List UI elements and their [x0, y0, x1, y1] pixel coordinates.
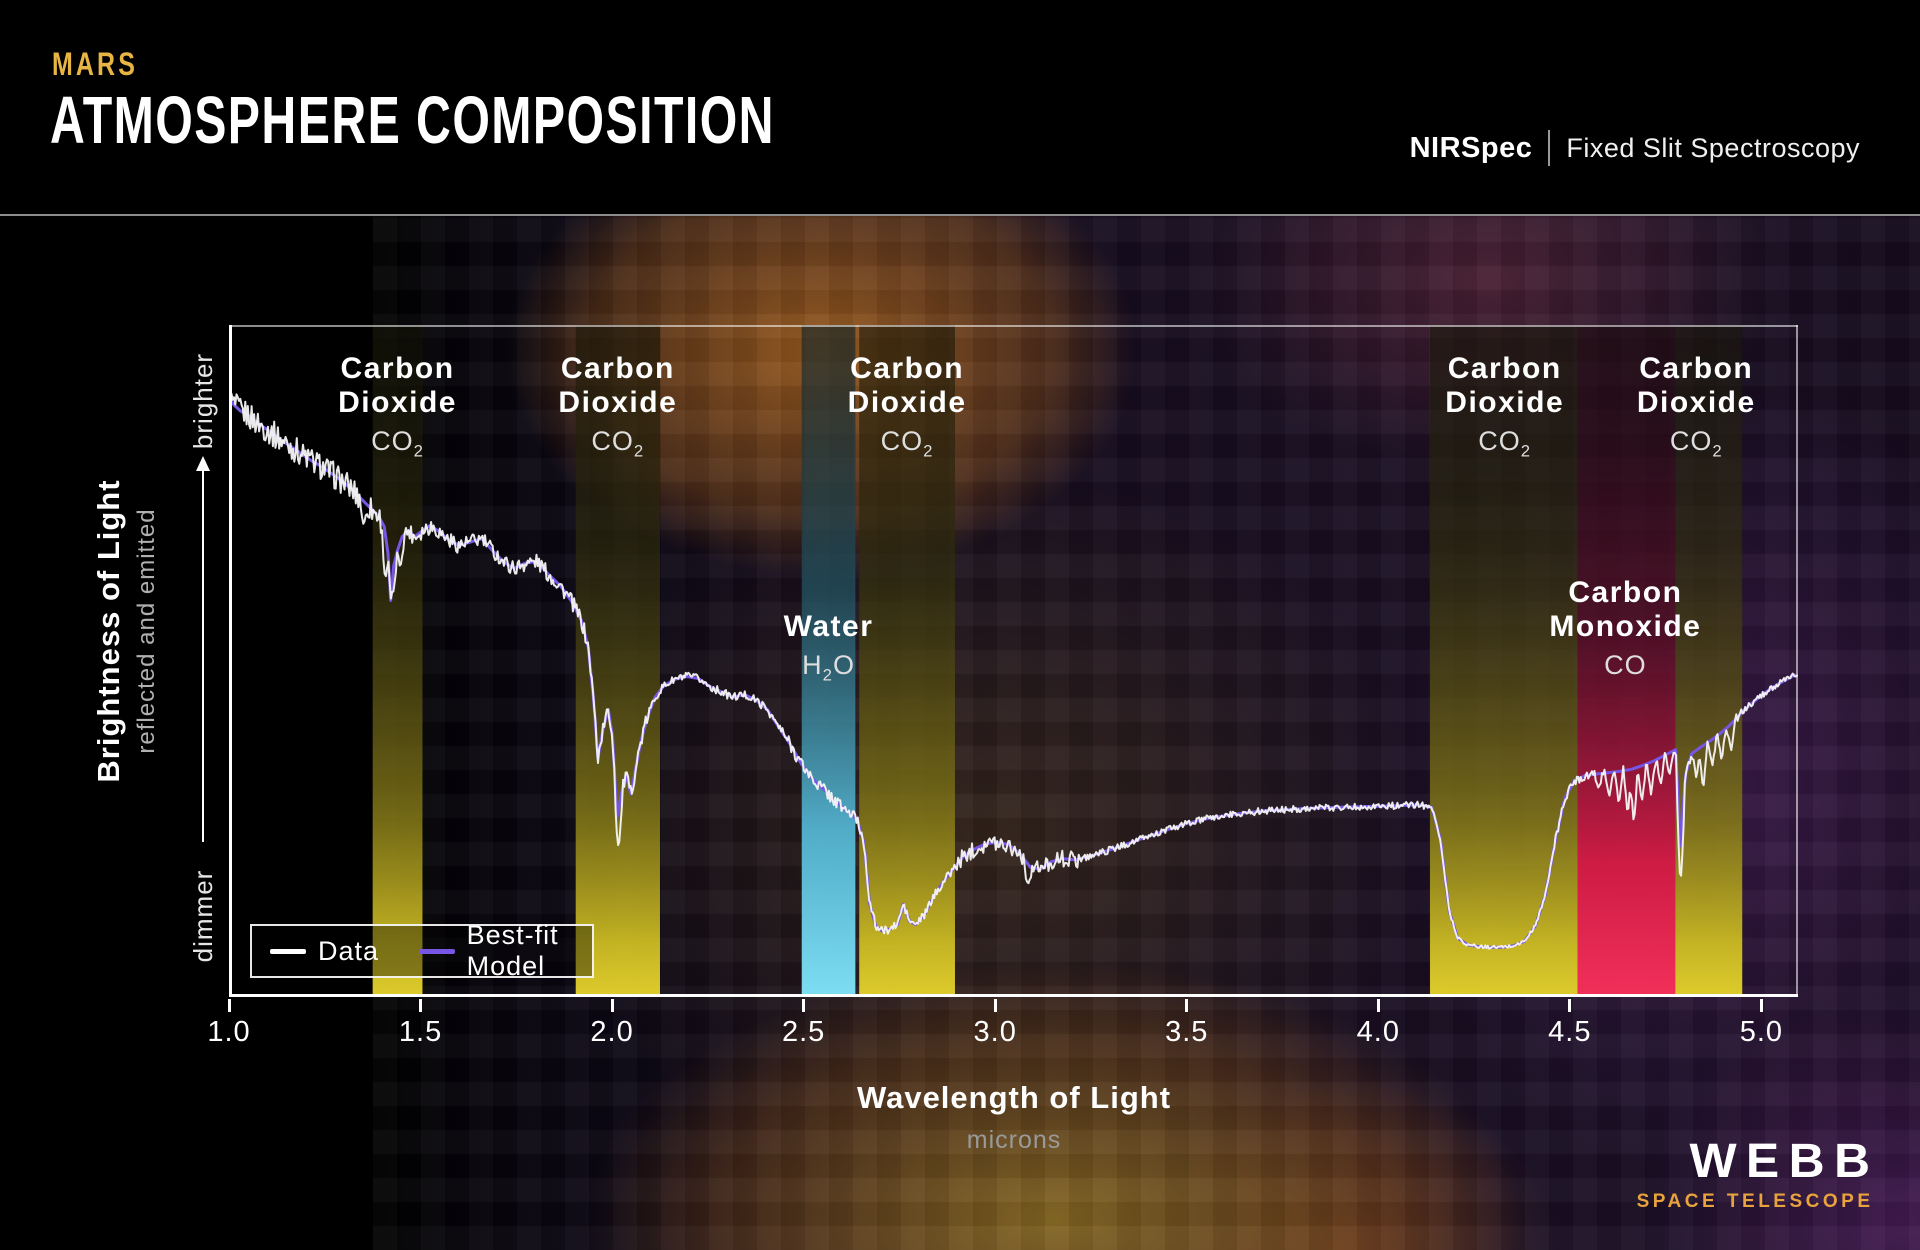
y-axis-arrow-shaft [202, 470, 204, 842]
spectrum-plot [229, 325, 1798, 997]
x-tick-label-4.5: 4.5 [1548, 1016, 1592, 1048]
x-tick-3.0 [993, 999, 997, 1012]
webb-logo-tagline: SPACE TELESCOPE [1636, 1191, 1874, 1212]
header-divider-line [0, 214, 1920, 216]
chart-legend: Data Best-fit Model [250, 920, 594, 981]
x-tick-label-5.0: 5.0 [1739, 1016, 1784, 1048]
x-tick-2.5 [802, 999, 806, 1012]
x-tick-5.0 [1759, 999, 1763, 1012]
band-highlight-co2-4 [1430, 325, 1578, 997]
x-tick-label-2.5: 2.5 [781, 1016, 826, 1048]
y-axis-subtitle: reflected and emitted [133, 508, 160, 754]
band-highlight-co2-6 [1675, 325, 1743, 997]
x-tick-label-3.5: 3.5 [1165, 1016, 1209, 1048]
x-tick-1.5 [419, 999, 423, 1012]
x-tick-4.5 [1568, 999, 1572, 1012]
x-tick-1.0 [227, 999, 231, 1012]
webb-logo-name: WEBB [1689, 1135, 1879, 1188]
instrument-name: NIRSpec [1409, 131, 1533, 164]
legend-model-swatch [418, 948, 455, 954]
x-tick-label-1.0: 1.0 [207, 1016, 251, 1048]
instrument-block: NIRSpec Fixed Slit Spectroscopy [1410, 130, 1860, 166]
x-tick-label-3.0: 3.0 [973, 1016, 1017, 1048]
instrument-divider [1548, 130, 1551, 166]
band-highlight-co2-3 [859, 325, 955, 997]
instrument-mode: Fixed Slit Spectroscopy [1566, 132, 1860, 163]
y-axis-arrow-icon [196, 456, 210, 471]
y-axis-title: Brightness of Light [91, 479, 126, 783]
x-tick-label-1.5: 1.5 [398, 1016, 443, 1048]
y-axis-dimmer-label: dimmer [188, 869, 218, 963]
legend-model-label: Best-fit Model [466, 920, 559, 981]
data-line [229, 390, 1798, 950]
webb-logo: WEBB SPACE TELESCOPE [1637, 1134, 1870, 1213]
page-title: ATMOSPHERE COMPOSITION [50, 83, 775, 158]
y-axis-title-block: Brightness of Light reflected and emitte… [91, 431, 163, 831]
x-axis-unit: microns [966, 1126, 1062, 1154]
x-tick-4.0 [1376, 999, 1380, 1012]
band-highlight-co-5 [1577, 325, 1676, 997]
page-kicker: MARS [52, 46, 138, 82]
x-tick-label-4.0: 4.0 [1356, 1016, 1400, 1048]
band-highlight-h2o-2 [801, 325, 856, 997]
x-tick-label-2.0: 2.0 [590, 1016, 634, 1048]
legend-data-swatch [270, 948, 306, 954]
x-axis-title: Wavelength of Light [856, 1080, 1172, 1115]
x-tick-3.5 [1185, 999, 1189, 1012]
legend-data-label: Data [318, 935, 380, 966]
x-tick-2.0 [610, 999, 614, 1012]
band-highlight-co2-0 [372, 325, 423, 997]
